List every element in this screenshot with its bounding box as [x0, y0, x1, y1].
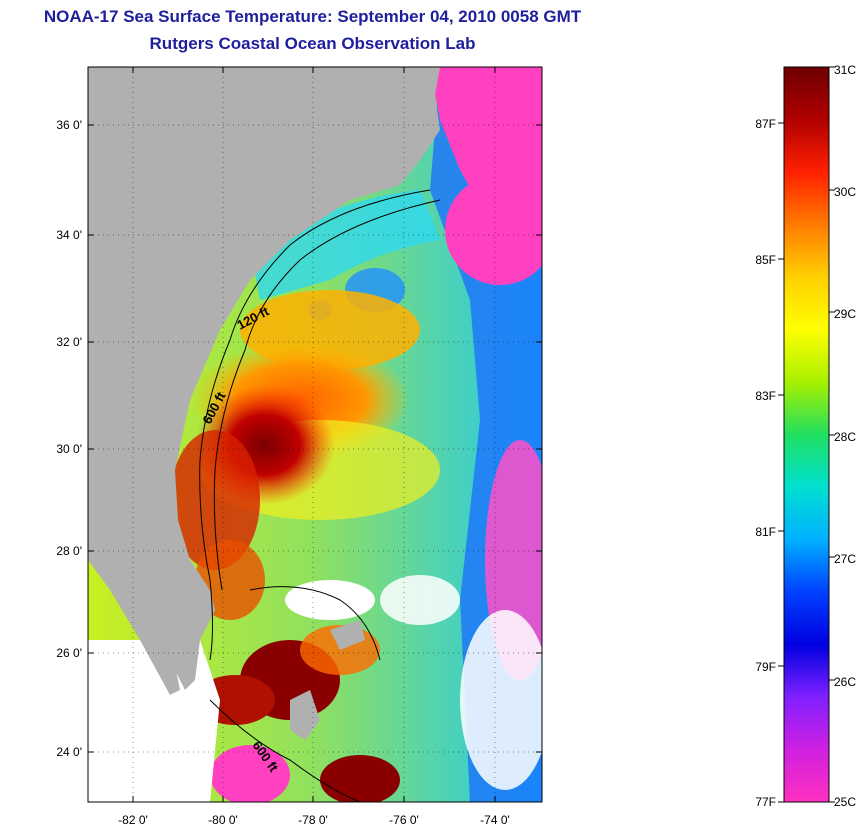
colorbar-label-29c: 29C: [834, 307, 856, 321]
lat-label-32: 32 0': [56, 335, 82, 349]
colorbar-label-83f: 83F: [755, 389, 776, 403]
colorbar-label-28c: 28C: [834, 430, 856, 444]
colorbar-label-85f: 85F: [755, 253, 776, 267]
colorbar-label-79f: 79F: [755, 660, 776, 674]
sst-image: 120 ft 600 ft 600 ft: [88, 67, 542, 802]
colorbar-label-26c: 26C: [834, 675, 856, 689]
colorbar-label-87f: 87F: [755, 117, 776, 131]
colorbar-label-31c: 31C: [834, 63, 856, 77]
map-frame: [87, 66, 543, 803]
lat-label-36: 36 0': [56, 118, 82, 132]
lon-label-74: -74 0': [480, 813, 510, 827]
map-subtitle: Rutgers Coastal Ocean Observation Lab: [149, 34, 476, 53]
colorbar-label-27c: 27C: [834, 552, 856, 566]
colorbar-label-77f: 77F: [755, 795, 776, 809]
lat-label-30: 30 0': [56, 442, 82, 456]
lat-label-34: 34 0': [56, 228, 82, 242]
lon-label-78: -78 0': [298, 813, 328, 827]
colorbar-label-81f: 81F: [755, 525, 776, 539]
lat-label-26: 26 0': [56, 646, 82, 660]
lon-label-82: -82 0': [118, 813, 148, 827]
colorbar: [783, 66, 830, 803]
land-mass: [88, 67, 440, 690]
colorbar-label-30c: 30C: [834, 185, 856, 199]
lat-label-24: 24 0': [56, 745, 82, 759]
lon-label-80: -80 0': [208, 813, 238, 827]
colorbar-label-25c: 25C: [834, 795, 856, 809]
lat-label-28: 28 0': [56, 544, 82, 558]
lon-label-76: -76 0': [389, 813, 419, 827]
map-title: NOAA-17 Sea Surface Temperature: Septemb…: [43, 7, 582, 26]
